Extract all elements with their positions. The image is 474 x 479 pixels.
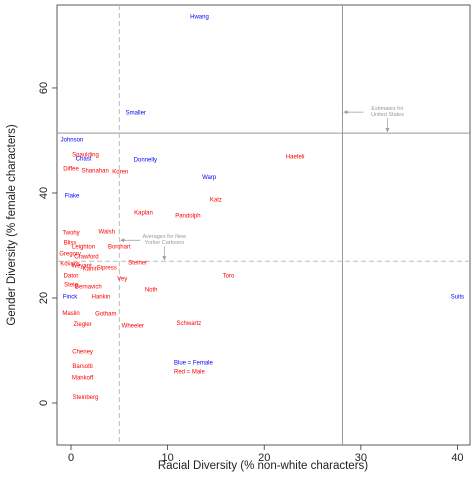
point-label: Vey	[117, 277, 127, 283]
point-label: Kanin	[83, 267, 98, 273]
point-label: Bernavich	[75, 285, 102, 291]
point-label: Donnelly	[134, 157, 157, 163]
point-label: Spaulding	[72, 153, 99, 159]
point-label: Kovacs	[60, 261, 80, 267]
y-tick-label: 0	[38, 400, 50, 406]
point-label: Wheeler	[122, 323, 144, 329]
point-label: Noth	[145, 288, 158, 294]
point-label: Walsh	[99, 229, 115, 235]
point-label: Kaplan	[134, 211, 153, 217]
legend-note: Red = Male	[174, 370, 206, 376]
point-label: Crawford	[74, 255, 98, 261]
point-label: Dator	[64, 274, 79, 280]
point-label: Maslin	[62, 311, 79, 317]
point-label: Gregory	[59, 251, 81, 257]
point-label: Suits	[451, 295, 464, 301]
point-label: Warp	[202, 175, 217, 181]
y-tick-label: 60	[38, 82, 50, 94]
point-label: Ziegler	[73, 322, 91, 328]
point-label: Steinberg	[73, 395, 99, 401]
y-tick-label: 20	[38, 292, 50, 304]
point-label: Steiner	[128, 260, 147, 266]
annotation: Averages for New Yorker Cartoons	[142, 235, 186, 247]
x-tick-label: 0	[68, 452, 74, 464]
point-label: Steig	[64, 282, 78, 288]
point-label: Leighton	[72, 245, 95, 251]
point-label: Sipress	[97, 266, 117, 272]
point-label: Borchart	[108, 245, 131, 251]
point-label: Finck	[63, 295, 78, 301]
point-label: Weyant	[72, 264, 93, 270]
point-label: Hankin	[92, 295, 111, 301]
point-label: Cheney	[72, 350, 93, 356]
point-label: Barsotti	[72, 364, 92, 370]
x-axis-title: Racial Diversity (% non-white characters…	[158, 460, 368, 472]
point-label: Koren	[112, 170, 128, 176]
point-label: Chast	[76, 156, 92, 162]
point-label: Pandolph	[175, 214, 200, 220]
x-tick-label: 40	[451, 452, 463, 464]
arrow-head	[162, 256, 167, 261]
plot-frame	[56, 4, 471, 446]
point-label: Haefeli	[286, 154, 305, 160]
point-label: Shanahan	[81, 168, 108, 174]
point-label: Gotham	[95, 311, 116, 317]
point-label: Flake	[65, 194, 80, 200]
x-tick-label: 30	[355, 452, 367, 464]
point-label: Katz	[210, 197, 222, 203]
arrow-head	[385, 128, 390, 133]
point-label: Smaller	[126, 111, 146, 117]
x-tick-label: 10	[161, 452, 173, 464]
x-tick-label: 20	[258, 452, 270, 464]
point-label: Diffee	[63, 166, 79, 172]
point-label: Hwang	[190, 15, 209, 21]
annotation: Estimates for United States	[371, 107, 404, 119]
y-axis-title: Gender Diversity (% female characters)	[6, 124, 18, 325]
point-label: Schwartz	[177, 321, 202, 327]
y-tick-label: 40	[38, 187, 50, 199]
arrow-head	[343, 110, 348, 115]
legend-note: Blue = Female	[174, 361, 214, 367]
point-label: Toro	[223, 274, 235, 280]
point-label: Mankoff	[72, 375, 94, 381]
arrow-head	[120, 238, 125, 243]
point-label: Twohy	[62, 230, 79, 236]
point-label: Johnson	[61, 138, 84, 144]
point-label: Bliss	[64, 240, 77, 246]
